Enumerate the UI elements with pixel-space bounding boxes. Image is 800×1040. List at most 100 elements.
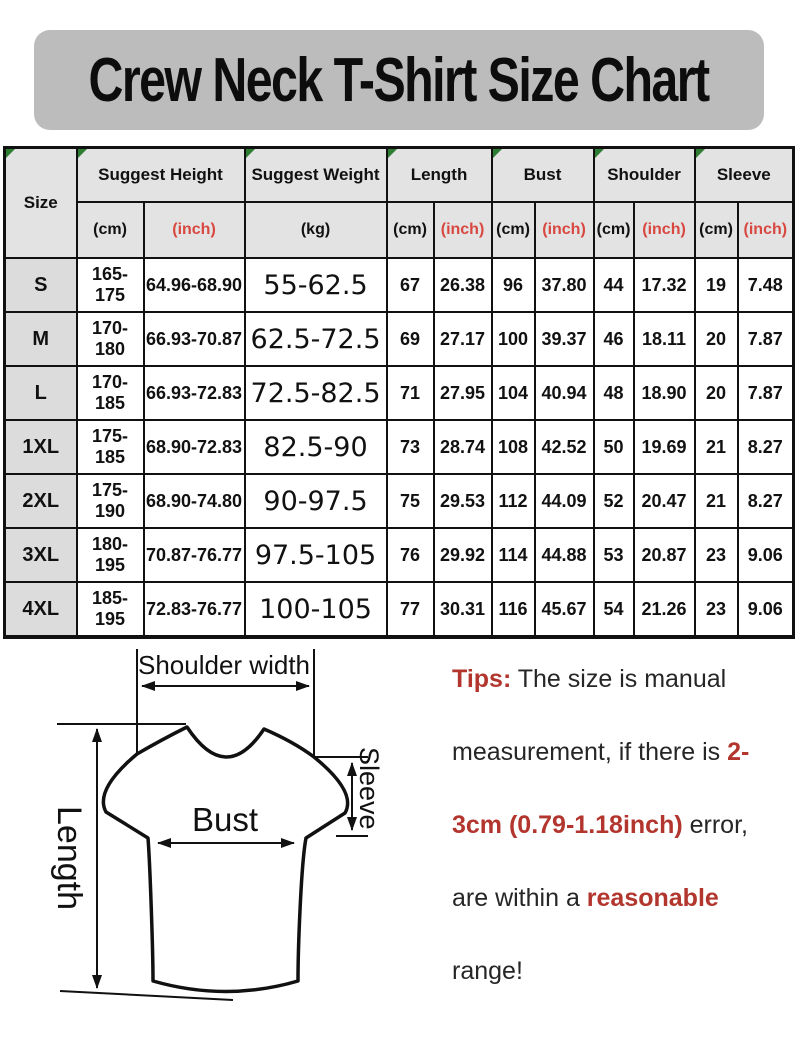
cell-sleeve-cm: 23 [693,527,739,583]
unit-header-sleeve-inch: (inch) [736,201,795,259]
cell-shoulder-inch: 20.47 [632,473,696,529]
cell-length-inch: 28.74 [432,419,493,475]
cell-size: M [3,311,78,367]
unit-header-suggest-height-cm: (cm) [75,201,145,259]
cell-size: 4XL [3,581,78,638]
cell-shoulder-cm: 50 [592,419,635,475]
cell-length-cm: 73 [385,419,435,475]
cell-weight-kg: 82.5-90 [243,419,388,475]
table-row: S 165-175 64.96-68.90 55-62.5 67 26.38 96 37.80… [3,257,795,313]
cell-bust-cm: 100 [490,311,536,367]
cell-length-cm: 76 [385,527,435,583]
cell-sleeve-inch: 9.06 [736,581,795,638]
cell-height-inch: 70.87-76.77 [142,527,246,583]
cell-bust-inch: 39.37 [533,311,595,367]
tips-line: range! [452,935,797,1008]
cell-bust-cm: 114 [490,527,536,583]
cell-sleeve-inch: 7.87 [736,311,795,367]
unit-header-length-cm: (cm) [385,201,435,259]
col-header-bust: Bust [490,146,595,203]
table-row: L 170-185 66.93-72.83 72.5-82.5 71 27.95 104 40… [3,365,795,421]
cell-height-inch: 68.90-74.80 [142,473,246,529]
cell-size: L [3,365,78,421]
col-header-shoulder: Shoulder [592,146,696,203]
cell-shoulder-cm: 52 [592,473,635,529]
tips-line: measurement, if there is 2- [452,716,797,789]
cell-length-inch: 27.95 [432,365,493,421]
tips-line: Tips: The size is manual [452,643,797,716]
cell-shoulder-inch: 18.90 [632,365,696,421]
cell-height-cm: 170-180 [75,311,145,367]
table-row: M 170-180 66.93-70.87 62.5-72.5 69 27.17 100 39… [3,311,795,367]
diagram-label-shoulder-width: Shoulder width [138,650,310,680]
tips-segment: error, [682,811,748,839]
cell-height-cm: 170-185 [75,365,145,421]
tips-highlight: Tips: [452,665,512,693]
cell-height-cm: 185-195 [75,581,145,638]
tshirt-diagram [57,649,368,1001]
cell-weight-kg: 72.5-82.5 [243,365,388,421]
cell-sleeve-inch: 8.27 [736,419,795,475]
tips-segment: are within a [452,884,587,912]
cell-shoulder-cm: 44 [592,257,635,313]
cell-shoulder-inch: 19.69 [632,419,696,475]
cell-length-cm: 75 [385,473,435,529]
title-banner: Crew Neck T-Shirt Size Chart [34,30,764,130]
unit-header-suggest-height-inch: (inch) [142,201,246,259]
cell-sleeve-cm: 20 [693,365,739,421]
cell-size: 2XL [3,473,78,529]
cell-length-inch: 26.38 [432,257,493,313]
tips-highlight: 2- [727,738,750,766]
cell-height-inch: 64.96-68.90 [142,257,246,313]
cell-weight-kg: 90-97.5 [243,473,388,529]
table-row: 3XL 180-195 70.87-76.77 97.5-105 76 29.92 114 4… [3,527,795,583]
cell-weight-kg: 100-105 [243,581,388,638]
size-table-body: S 165-175 64.96-68.90 55-62.5 67 26.38 96 37.80… [3,257,795,638]
cell-size: S [3,257,78,313]
cell-sleeve-cm: 20 [693,311,739,367]
unit-header-length-inch: (inch) [432,201,493,259]
cell-bust-inch: 44.88 [533,527,595,583]
tips-segment: range! [452,957,523,985]
cell-weight-kg: 55-62.5 [243,257,388,313]
cell-length-cm: 67 [385,257,435,313]
cell-shoulder-inch: 20.87 [632,527,696,583]
cell-bust-cm: 96 [490,257,536,313]
cell-sleeve-cm: 21 [693,473,739,529]
cell-sleeve-inch: 7.87 [736,365,795,421]
cell-sleeve-cm: 23 [693,581,739,638]
cell-shoulder-inch: 21.26 [632,581,696,638]
unit-header-bust-inch: (inch) [533,201,595,259]
cell-height-cm: 175-185 [75,419,145,475]
cell-bust-cm: 108 [490,419,536,475]
table-row: 1XL 175-185 68.90-72.83 82.5-90 73 28.74 108 42… [3,419,795,475]
tips-line: 3cm (0.79-1.18inch) error, [452,789,797,862]
tshirt-outline [101,725,350,994]
cell-length-cm: 71 [385,365,435,421]
tips-text: Tips: The size is manual measurement, if … [452,643,797,1008]
cell-shoulder-cm: 48 [592,365,635,421]
cell-bust-cm: 112 [490,473,536,529]
cell-height-inch: 72.83-76.77 [142,581,246,638]
diagram-label-length: Length [50,806,88,910]
cell-sleeve-cm: 19 [693,257,739,313]
cell-size: 3XL [3,527,78,583]
cell-length-inch: 27.17 [432,311,493,367]
header-row-units: (cm) (inch) (kg) (cm) (inch) (cm) (inch) (cm) (i… [5,201,795,259]
header-row-groups: Size Suggest Height Suggest Weight Length Bu… [3,146,795,259]
cell-sleeve-inch: 8.27 [736,473,795,529]
cell-bust-inch: 40.94 [533,365,595,421]
table-row: 4XL 185-195 72.83-76.77 100-105 77 30.31 116 45… [3,581,795,638]
length-guide-bottom [59,990,234,1001]
cell-bust-cm: 104 [490,365,536,421]
tips-segment: measurement, if there is [452,738,728,766]
cell-weight-kg: 97.5-105 [243,527,388,583]
cell-height-inch: 66.93-70.87 [142,311,246,367]
cell-height-cm: 180-195 [75,527,145,583]
cell-height-inch: 66.93-72.83 [142,365,246,421]
cell-length-inch: 30.31 [432,581,493,638]
tips-segment: The size is manual [511,665,727,693]
col-header-length: Length [385,146,493,203]
cell-shoulder-cm: 53 [592,527,635,583]
page-title: Crew Neck T-Shirt Size Chart [88,45,711,115]
